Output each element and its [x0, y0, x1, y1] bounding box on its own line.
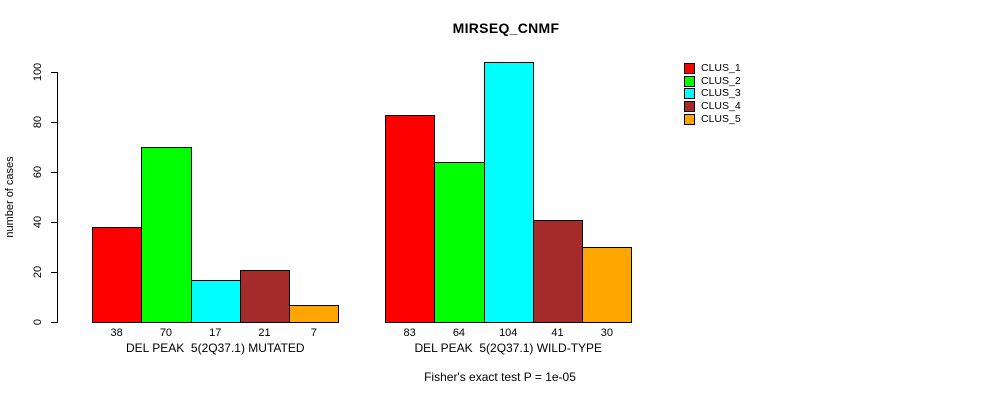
bar-clus_5	[289, 304, 340, 323]
y-axis-tick-label: 20	[32, 265, 44, 279]
bar-clus_4	[532, 219, 584, 323]
bar-value-label: 104	[499, 327, 518, 339]
legend-label: CLUS_5	[701, 112, 741, 125]
legend-swatch	[684, 75, 695, 87]
legend-item: CLUS_5	[684, 112, 741, 125]
bar-clus_2	[434, 162, 485, 323]
legend-label: CLUS_2	[701, 74, 741, 87]
y-axis-line	[57, 72, 58, 323]
legend-label: CLUS_3	[701, 87, 741, 100]
legend-label: CLUS_4	[701, 100, 741, 113]
bar-clus_4	[239, 269, 291, 323]
y-axis-tick-label: 80	[32, 115, 44, 129]
legend-swatch	[684, 113, 695, 125]
y-axis-tick	[51, 322, 58, 323]
bar-value-label: 7	[310, 327, 317, 339]
legend-item: CLUS_2	[684, 74, 741, 87]
bar-clus_5	[582, 247, 633, 323]
bar-clus_3	[483, 62, 534, 323]
bar-clus_1	[385, 114, 436, 323]
annotation-text: Fisher's exact test P = 1e-05	[424, 370, 576, 384]
y-axis-tick-label: 40	[32, 215, 44, 229]
chart-title: MIRSEQ_CNMF	[452, 20, 560, 36]
bar-value-label: 64	[452, 327, 466, 339]
y-axis-tick-label: 60	[32, 165, 44, 179]
bar-clus_2	[141, 147, 192, 323]
y-axis-tick	[51, 72, 58, 73]
bar-value-label: 21	[258, 327, 271, 339]
legend: CLUS_1 CLUS_2 CLUS_3 CLUS_4 CLUS_5	[684, 63, 741, 125]
y-axis-label: number of cases	[4, 156, 16, 238]
bar-clus_1	[92, 227, 143, 323]
y-axis-tick-label: 100	[32, 62, 44, 82]
bar-value-label: 30	[600, 327, 613, 339]
y-axis-tick	[51, 272, 58, 273]
bar-value-label: 17	[209, 327, 222, 339]
legend-swatch	[684, 88, 695, 100]
y-axis-tick	[51, 222, 58, 223]
y-axis-tick-label: 0	[32, 318, 44, 326]
legend-item: CLUS_4	[684, 100, 741, 113]
legend-item: CLUS_1	[684, 63, 741, 74]
legend-swatch	[684, 101, 695, 113]
legend-label: CLUS_1	[701, 62, 741, 74]
legend-item: CLUS_3	[684, 87, 741, 100]
legend-swatch	[684, 63, 695, 74]
bar-value-label: 83	[403, 327, 416, 339]
y-axis-tick	[51, 122, 58, 123]
y-axis-tick	[51, 172, 58, 173]
x-axis-group-label: DEL PEAK 5(2Q37.1) MUTATED	[126, 341, 305, 355]
bar-clus_3	[190, 279, 241, 323]
bar-value-label: 38	[110, 327, 123, 339]
x-axis-group-label: DEL PEAK 5(2Q37.1) WILD-TYPE	[414, 341, 603, 355]
bar-value-label: 41	[551, 327, 564, 339]
bar-value-label: 70	[159, 327, 173, 339]
